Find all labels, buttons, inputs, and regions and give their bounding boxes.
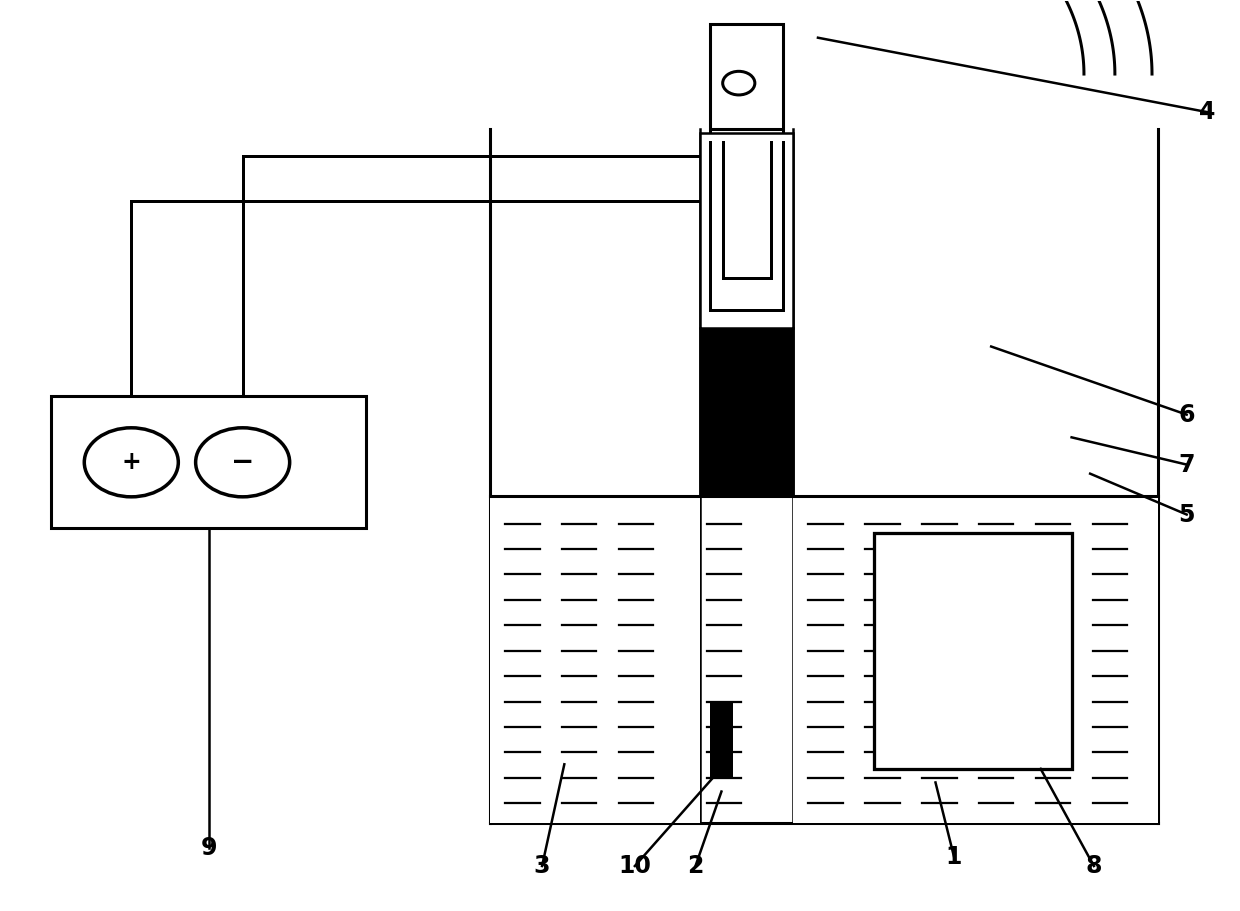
Text: 4: 4 bbox=[1199, 100, 1216, 124]
Bar bbox=[490, 496, 701, 824]
Text: 2: 2 bbox=[687, 854, 703, 878]
Bar bbox=[701, 133, 794, 328]
Text: 9: 9 bbox=[201, 836, 217, 860]
Text: +: + bbox=[122, 450, 141, 475]
Text: 5: 5 bbox=[1178, 503, 1195, 527]
Bar bbox=[711, 24, 784, 128]
Text: 10: 10 bbox=[619, 854, 651, 878]
Text: −: − bbox=[231, 448, 254, 476]
Text: 8: 8 bbox=[1085, 854, 1102, 878]
Bar bbox=[874, 533, 1071, 769]
Bar bbox=[701, 328, 794, 496]
Text: 6: 6 bbox=[1178, 403, 1195, 426]
Bar bbox=[51, 396, 366, 528]
Text: 3: 3 bbox=[533, 854, 551, 878]
Text: 1: 1 bbox=[946, 844, 962, 869]
Text: 7: 7 bbox=[1178, 453, 1195, 476]
Bar bbox=[711, 701, 733, 778]
Bar bbox=[794, 496, 1158, 824]
